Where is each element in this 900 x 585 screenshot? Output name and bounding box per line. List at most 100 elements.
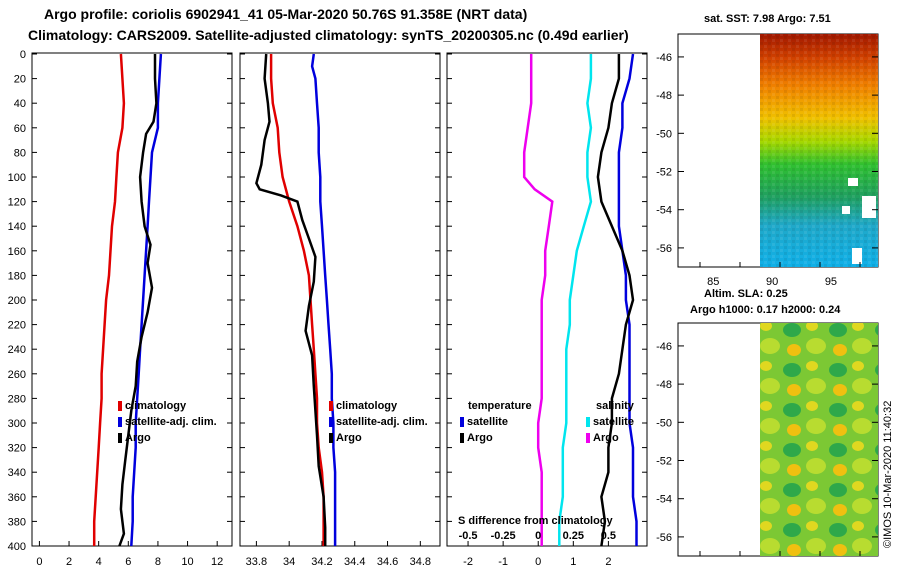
legend-sal-argo-swatch [586,433,590,443]
sst-map-axes: -46 -48 -50 -52 -54 -56 85 90 95 [656,52,878,288]
x-tick-label: 34.4 [344,556,365,568]
salinity-panel-frame [239,52,441,547]
depth-tick-label: 20 [14,74,26,86]
legend-temp-satellite-label: satellite [467,416,508,428]
temperature-legend: climatology satellite-adj. clim. Argo [118,400,217,444]
series-line-temperature-satellite [617,53,638,546]
series-line-satellite-adj-clim- [130,53,163,547]
depth-tick-label: 320 [8,443,26,455]
depth-tick-label: 80 [14,147,26,159]
x-tick-label: 34 [283,556,295,568]
legend-satellite-label: satellite-adj. clim. [336,416,428,428]
s-difference-axis-label: S difference from climatology [458,515,614,527]
legend-climatology-label: climatology [125,400,187,412]
legend-satellite-swatch [118,417,122,427]
sla-map-title-line-1: Altim. SLA: 0.25 [704,288,788,300]
depth-tick-label: 260 [8,369,26,381]
legend-temp-satellite-swatch [460,417,464,427]
legend-sal-satellite-label: satellite [593,416,634,428]
depth-tick-label: 240 [8,344,26,356]
temperature-panel: 0 2 4 6 8 10 12 [36,53,223,568]
x-tick-label: 34.2 [311,556,332,568]
bottom-axis-tick-label: -0.5 [459,530,478,542]
x-tick-label: 6 [125,556,131,568]
legend-climatology-swatch [329,401,333,411]
depth-tick-label: 40 [14,98,26,110]
x-tick-label: 2 [66,556,72,568]
sst-cloud-gap [848,178,858,186]
temperature-panel-frame [31,52,233,547]
map-y-tick-label: -52 [656,456,672,468]
depth-tick-label: 300 [8,418,26,430]
bottom-axis-tick-label: 0.5 [601,530,616,542]
series-line-salinity-satellite [558,54,593,546]
depth-tick-label: 100 [8,172,26,184]
x-tick-label: 34.6 [377,556,398,568]
sla-map-title-line-2: Argo h1000: 0.17 h2000: 0.24 [690,304,841,316]
map-x-tick-label: 95 [825,276,837,288]
series-line-satellite-adj-clim- [310,53,337,546]
legend-argo-label: Argo [336,432,362,444]
legend-climatology-swatch [118,401,122,411]
x-tick-label: 0 [535,556,541,568]
depth-tick-label: 220 [8,320,26,332]
imos-watermark: ©IMOS 10-Mar-2020 11:40:32 [882,401,894,548]
legend-sal-argo-label: Argo [593,432,619,444]
x-tick-label: 33.8 [246,556,267,568]
map-y-tick-label: -48 [656,379,672,391]
title-line-1: Argo profile: coriolis 6902941_41 05-Mar… [44,6,527,22]
series-line-argo [118,54,158,547]
map-y-tick-label: -56 [656,243,672,255]
depth-tick-label: 340 [8,467,26,479]
map-x-tick-label: 90 [766,276,778,288]
x-tick-label: 12 [211,556,223,568]
depth-tick-label: 200 [8,295,26,307]
salinity-legend: climatology satellite-adj. clim. Argo [329,400,428,444]
sst-cloud-gap [862,196,876,218]
depth-tick-label: 160 [8,246,26,258]
depth-tick-label: 400 [8,541,26,553]
depth-tick-label: 0 [20,49,26,61]
map-x-tick-label: 85 [707,276,719,288]
difference-legend: temperature satellite Argo salinity sate… [460,400,635,444]
depth-tick-label: 280 [8,393,26,405]
map-y-tick-label: -52 [656,167,672,179]
bottom-axis-tick-label: -0.25 [491,530,516,542]
sst-map-title: sat. SST: 7.98 Argo: 7.51 [704,13,831,25]
sla-map-field [760,323,878,556]
legend-climatology-label: climatology [336,400,398,412]
map-y-tick-label: -46 [656,341,672,353]
legend-satellite-label: satellite-adj. clim. [125,416,217,428]
legend-argo-swatch [118,433,122,443]
map-y-tick-label: -50 [656,128,672,140]
title-line-2: Climatology: CARS2009. Satellite-adjuste… [28,27,629,43]
x-tick-label: 34.8 [410,556,431,568]
series-line-temperature-argo [596,54,635,547]
depth-tick-label: 180 [8,270,26,282]
legend-satellite-swatch [329,417,333,427]
map-y-tick-label: -48 [656,90,672,102]
sst-map-texture [760,34,878,267]
legend-temperature-title: temperature [468,400,532,412]
x-tick-label: 4 [96,556,102,568]
x-tick-label: 8 [155,556,161,568]
series-line-argo [255,53,327,546]
legend-argo-swatch [329,433,333,443]
map-y-tick-label: -54 [656,205,672,217]
legend-salinity-title: salinity [596,400,635,412]
depth-tick-label: 140 [8,221,26,233]
difference-panel-frame [446,52,648,547]
legend-argo-label: Argo [125,432,151,444]
series-line-climatology [269,54,325,546]
legend-sal-satellite-swatch [586,417,590,427]
x-tick-label: 0 [36,556,42,568]
legend-temp-argo-label: Argo [467,432,493,444]
map-y-tick-label: -50 [656,417,672,429]
sla-map-axes: -46 -48 -50 -52 -54 -56 [656,341,878,556]
x-tick-label: -2 [463,556,473,568]
x-tick-label: 1 [570,556,576,568]
bottom-axis-tick-label: 0 [535,530,541,542]
map-y-tick-label: -56 [656,532,672,544]
x-tick-label: -1 [498,556,508,568]
salinity-panel: 33.8 34 34.2 34.4 34.6 34.8 [246,53,431,568]
